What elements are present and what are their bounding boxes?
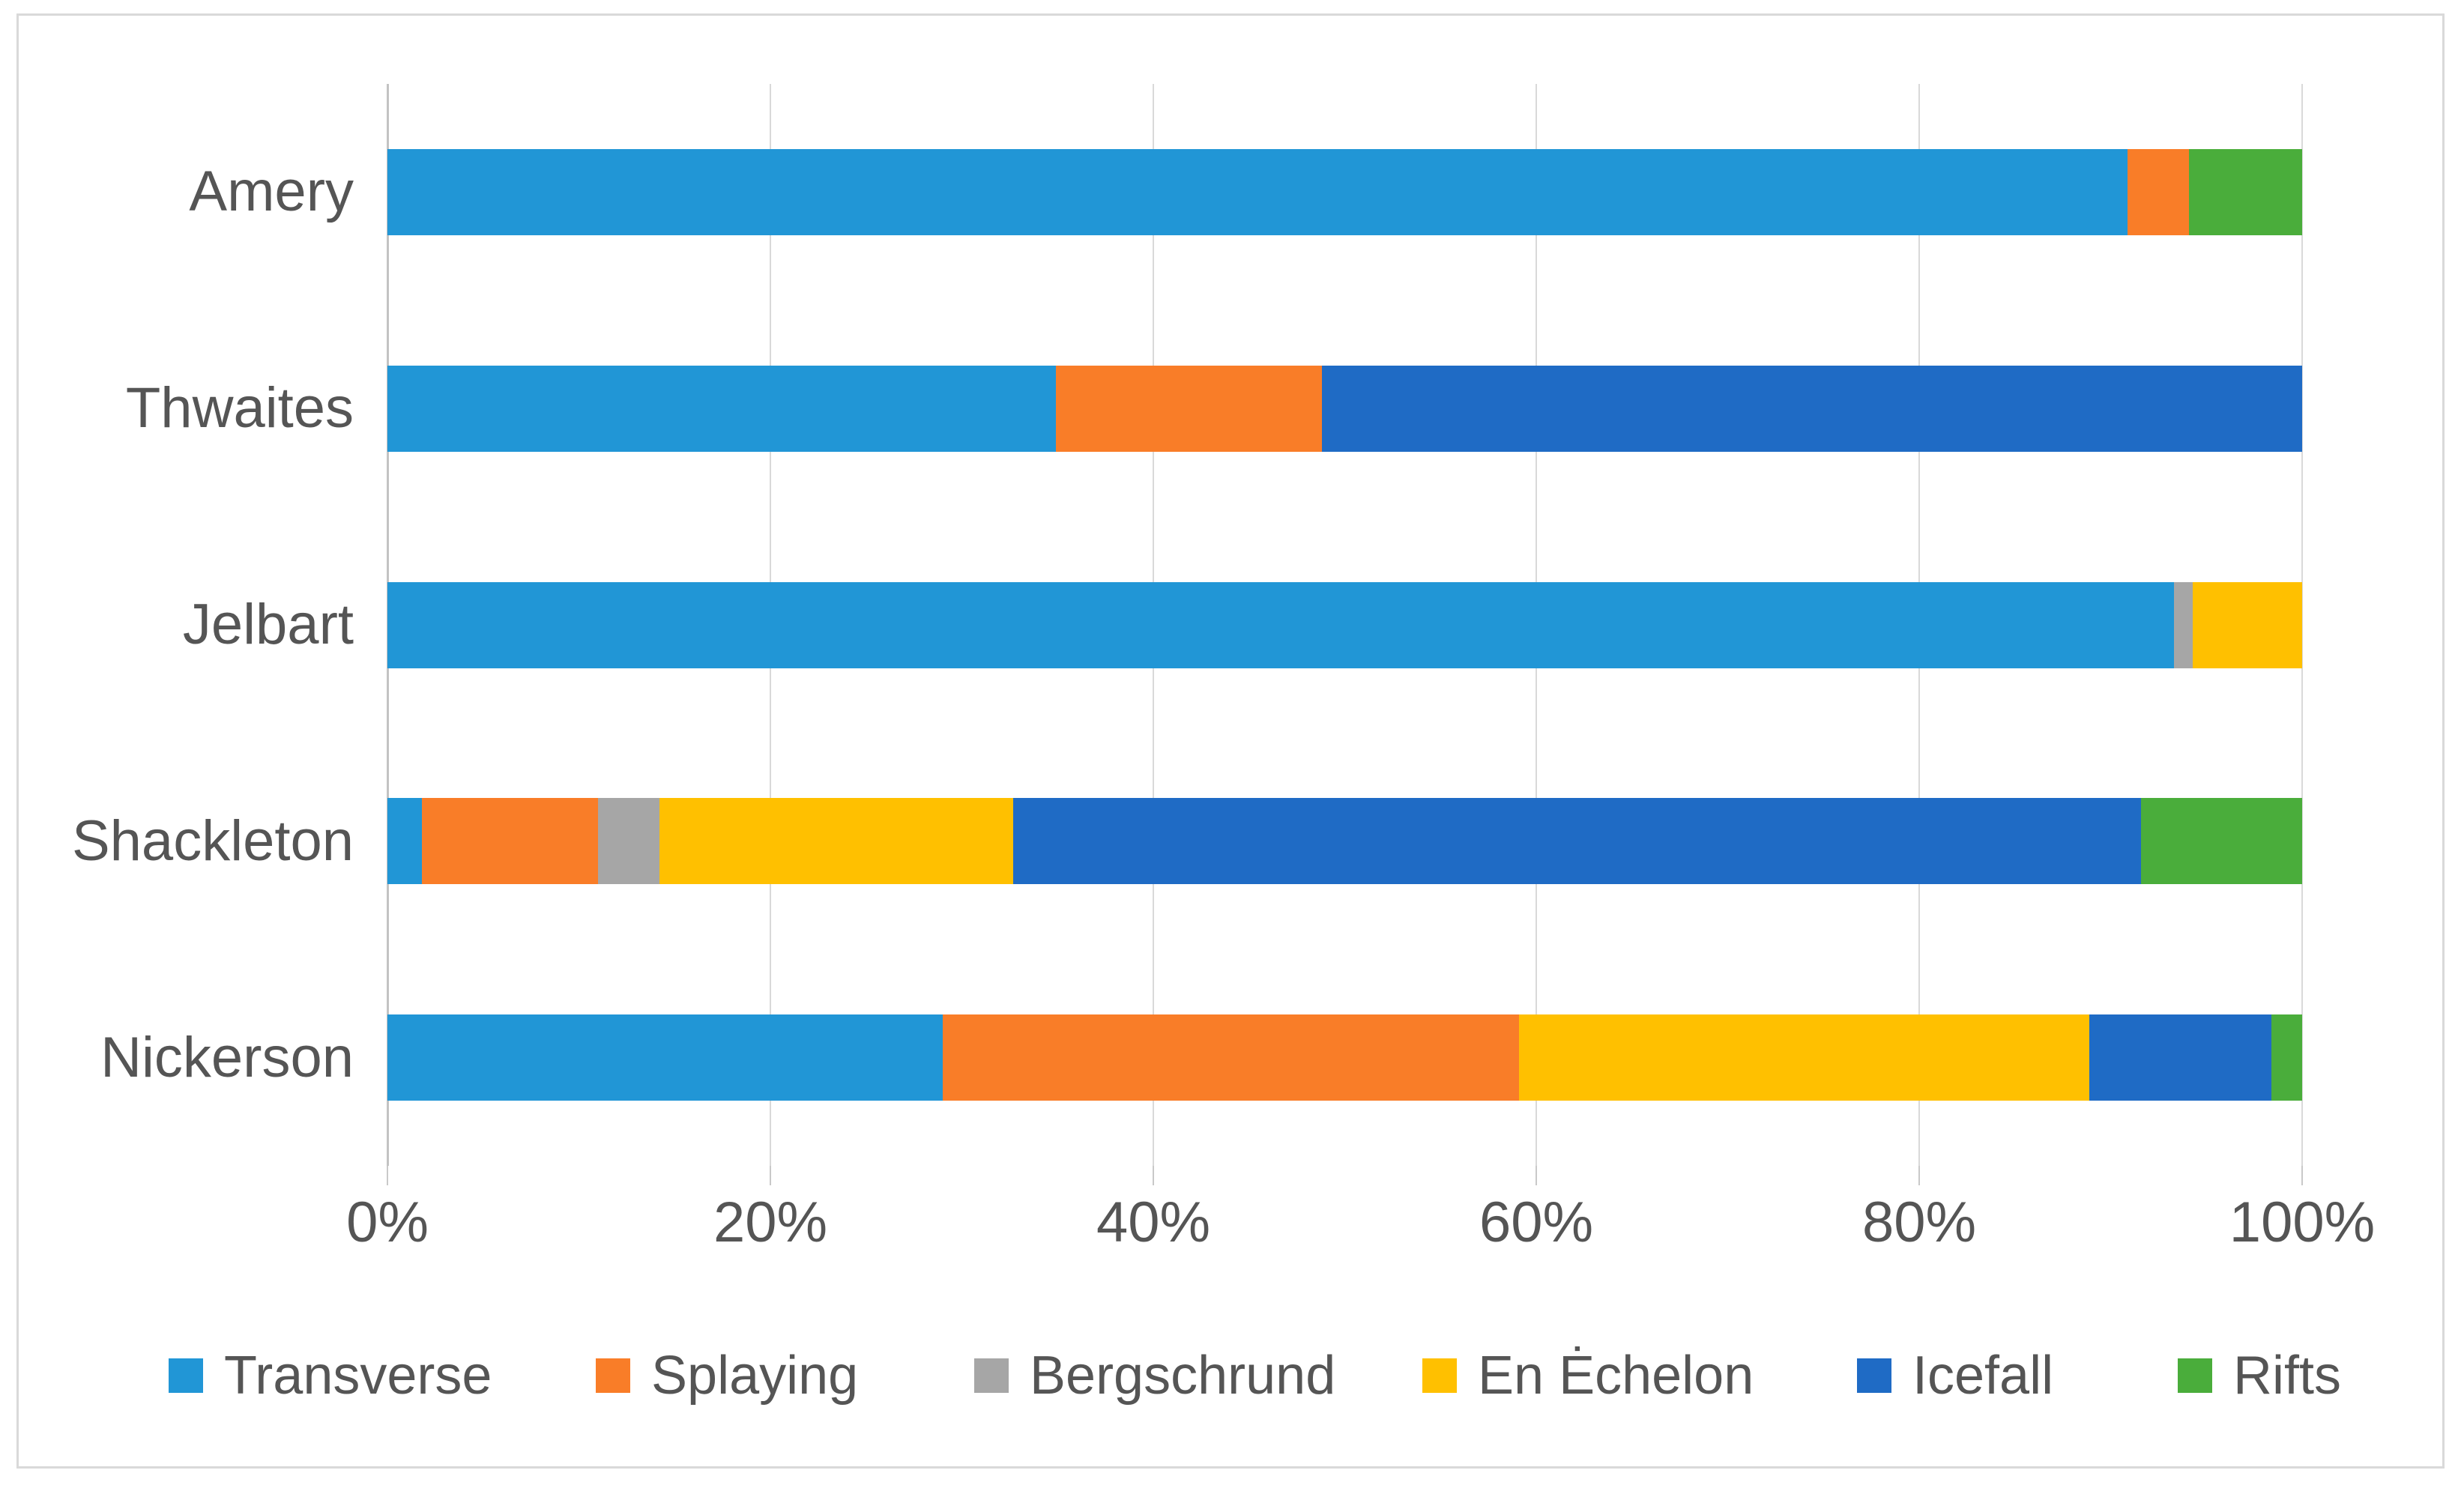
bar-segment-rifts [2141, 798, 2302, 885]
legend-swatch [1422, 1358, 1457, 1393]
legend-swatch [596, 1358, 630, 1393]
category-label: Jelbart [182, 593, 354, 656]
bar-row-nickerson [387, 1014, 2302, 1101]
x-tick-label: 60% [1479, 1191, 1594, 1254]
x-tick-label: 80% [1861, 1191, 1977, 1254]
bar-segment-icefall [1321, 365, 2302, 452]
legend-item-en-ėchelon: En Ėchelon [1422, 1346, 1754, 1406]
bar-segment-icefall [1013, 798, 2142, 885]
x-tick-label: 40% [1096, 1191, 1211, 1254]
bar-row-amery [387, 148, 2302, 235]
axis-tick [387, 1166, 388, 1185]
bar-segment-icefall [2089, 1014, 2272, 1101]
legend-label: En Ėchelon [1478, 1346, 1754, 1406]
axis-tick [770, 1166, 771, 1185]
x-tick-label: 20% [713, 1191, 828, 1254]
category-label: Amery [189, 160, 354, 224]
bar-segment-splaying [1055, 365, 1322, 452]
bar-segment-transverse [387, 581, 2174, 668]
legend-label: Bergschrund [1030, 1346, 1336, 1406]
legend-item-rifts: Rifts [2178, 1346, 2341, 1406]
chart-frame [16, 13, 2445, 1469]
legend-item-icefall: Icefall [1857, 1346, 2054, 1406]
bar-segment-rifts [2189, 148, 2302, 235]
axis-tick [1918, 1166, 1920, 1185]
bar-segment-splaying [942, 1014, 1519, 1101]
axis-tick [2301, 1166, 2303, 1185]
bar-row-shackleton [387, 798, 2302, 885]
axis-tick [1536, 1166, 1537, 1185]
bar-segment-bergschrund [2173, 581, 2193, 668]
bar-segment-bergschrund [598, 798, 659, 885]
legend-label: Splaying [651, 1346, 859, 1406]
bar-segment-en-ėchelon [1518, 1014, 2090, 1101]
legend-swatch [1857, 1358, 1891, 1393]
category-label: Shackleton [71, 808, 354, 873]
gridline [2301, 84, 2303, 1166]
bar-row-thwaites [387, 365, 2302, 452]
bar-segment-en-ėchelon [2193, 581, 2302, 668]
category-label: Thwaites [125, 376, 354, 441]
x-tick-label: 0% [346, 1191, 429, 1254]
bar-segment-transverse [387, 798, 422, 885]
legend-label: Rifts [2233, 1346, 2341, 1406]
legend-swatch [974, 1358, 1009, 1393]
bar-segment-transverse [387, 365, 1056, 452]
bar-row-jelbart [387, 581, 2302, 668]
bar-segment-splaying [2128, 148, 2190, 235]
bar-segment-rifts [2271, 1014, 2302, 1101]
legend-item-splaying: Splaying [596, 1346, 859, 1406]
bar-segment-en-ėchelon [659, 798, 1014, 885]
legend-swatch [2178, 1358, 2212, 1393]
x-tick-label: 100% [2229, 1191, 2376, 1254]
axis-tick [1153, 1166, 1154, 1185]
legend-swatch [169, 1358, 203, 1393]
bar-segment-transverse [387, 148, 2128, 235]
category-label: Nickerson [100, 1025, 354, 1089]
legend-label: Transverse [224, 1346, 492, 1406]
bar-segment-transverse [387, 1014, 943, 1101]
legend-label: Icefall [1912, 1346, 2054, 1406]
legend-item-transverse: Transverse [169, 1346, 492, 1406]
legend-item-bergschrund: Bergschrund [974, 1346, 1336, 1406]
bar-segment-splaying [421, 798, 599, 885]
